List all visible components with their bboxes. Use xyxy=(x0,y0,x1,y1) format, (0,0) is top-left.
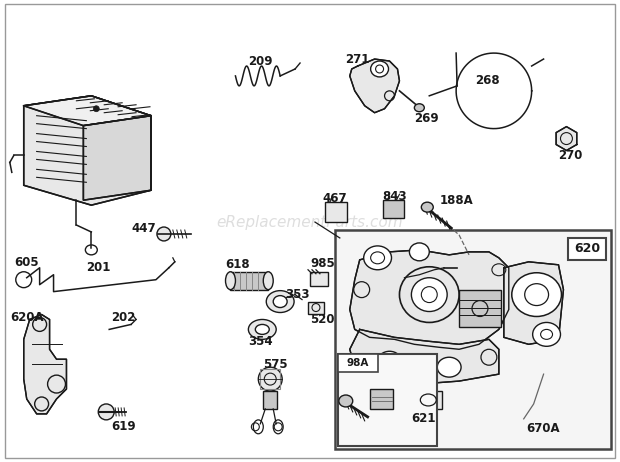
Bar xyxy=(370,389,394,409)
Text: 270: 270 xyxy=(559,149,583,162)
Text: 447: 447 xyxy=(131,221,156,235)
Polygon shape xyxy=(350,59,399,113)
Ellipse shape xyxy=(94,106,99,112)
Text: 353: 353 xyxy=(285,288,309,301)
Text: 467: 467 xyxy=(323,192,348,205)
Ellipse shape xyxy=(264,272,273,290)
Ellipse shape xyxy=(533,322,560,346)
Ellipse shape xyxy=(422,202,433,212)
Bar xyxy=(264,391,277,409)
Polygon shape xyxy=(350,250,509,349)
Bar xyxy=(338,354,437,446)
Bar xyxy=(335,230,611,449)
Text: 271: 271 xyxy=(345,53,369,66)
Text: 843: 843 xyxy=(383,190,407,203)
Ellipse shape xyxy=(273,296,287,308)
Polygon shape xyxy=(504,262,564,344)
Bar xyxy=(383,200,404,218)
Bar xyxy=(569,238,606,260)
Polygon shape xyxy=(556,127,577,151)
Text: 619: 619 xyxy=(111,420,136,433)
Text: 269: 269 xyxy=(414,112,439,125)
Text: 520: 520 xyxy=(310,313,335,326)
Ellipse shape xyxy=(157,227,171,241)
Bar xyxy=(308,302,324,314)
Ellipse shape xyxy=(378,351,401,371)
Text: 202: 202 xyxy=(111,311,136,324)
Ellipse shape xyxy=(371,61,389,77)
Text: 618: 618 xyxy=(226,258,250,271)
Polygon shape xyxy=(24,96,151,205)
Bar xyxy=(231,272,268,290)
Polygon shape xyxy=(24,96,151,126)
Ellipse shape xyxy=(399,267,459,322)
Text: eReplacementParts.com: eReplacementParts.com xyxy=(216,214,404,230)
Bar xyxy=(459,290,501,328)
Ellipse shape xyxy=(249,319,276,340)
Text: 620A: 620A xyxy=(10,311,43,324)
Text: 209: 209 xyxy=(249,55,273,67)
Polygon shape xyxy=(350,329,499,384)
Ellipse shape xyxy=(99,404,114,420)
Text: 575: 575 xyxy=(264,358,288,371)
Text: 201: 201 xyxy=(86,261,111,274)
Ellipse shape xyxy=(414,104,424,112)
Bar xyxy=(414,391,442,409)
Text: 605: 605 xyxy=(14,256,38,269)
Ellipse shape xyxy=(339,395,353,407)
Ellipse shape xyxy=(266,291,294,312)
Ellipse shape xyxy=(259,367,282,391)
Ellipse shape xyxy=(437,357,461,377)
Ellipse shape xyxy=(412,278,447,311)
Bar xyxy=(325,202,347,222)
Ellipse shape xyxy=(255,324,269,334)
Ellipse shape xyxy=(226,272,236,290)
Bar xyxy=(310,272,328,286)
Ellipse shape xyxy=(409,243,429,261)
Text: 670A: 670A xyxy=(526,422,560,435)
Text: 985: 985 xyxy=(310,257,335,270)
Text: 188A: 188A xyxy=(439,194,473,207)
Ellipse shape xyxy=(512,273,562,316)
Bar xyxy=(260,369,280,389)
Text: 354: 354 xyxy=(249,335,273,348)
Text: 621: 621 xyxy=(412,413,436,426)
Text: 98A: 98A xyxy=(347,358,369,368)
Text: 268: 268 xyxy=(475,74,500,87)
Ellipse shape xyxy=(364,246,391,270)
Polygon shape xyxy=(83,116,151,200)
Polygon shape xyxy=(24,315,66,414)
Bar xyxy=(338,354,378,372)
Text: 620: 620 xyxy=(574,243,600,255)
